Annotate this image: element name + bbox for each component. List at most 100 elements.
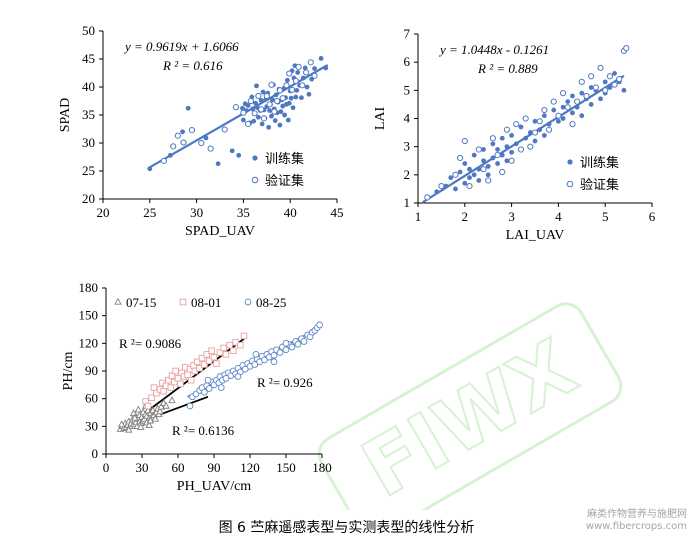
lai-val-point (592, 84, 599, 91)
spad-train-point (203, 135, 209, 141)
ph-r2-07-15: R ²= 0.6136 (172, 423, 235, 438)
lai-y-tick-label: 3 (404, 139, 411, 154)
lai-train-point (513, 141, 519, 147)
ph-08-01-point (213, 360, 220, 367)
spad-train-point (280, 103, 286, 109)
lai-val-point (466, 183, 473, 190)
spad-val-point (268, 81, 275, 88)
ph-legend-08-01-marker (179, 298, 187, 306)
ph-legend-07-15-label: 07-15 (126, 295, 156, 310)
ph-y-tick-label: 60 (85, 391, 98, 406)
lai-train-point (612, 71, 617, 76)
spad-val-point (240, 109, 247, 116)
spad-val-point (160, 157, 167, 165)
lai-equation: y = 1.0448x - 0.1261 (438, 42, 549, 57)
ph-08-25-point (316, 321, 323, 329)
ph-08-25-point (261, 356, 268, 364)
lai-val-point (559, 90, 567, 97)
lai-train-point (532, 138, 538, 144)
ph-chart: 0 30 60 90 120 150 180 0 30 60 90 120 150 180 PH_UAV/… (61, 280, 332, 494)
spad-train-point (215, 161, 221, 167)
spad-y-tick-label: 30 (82, 135, 95, 150)
spad-train-point (185, 105, 191, 111)
spad-y-tick-label: 35 (82, 107, 95, 122)
spad-train-point (288, 95, 294, 101)
lai-axes: 1 2 3 4 5 6 1 2 3 4 5 6 7 (404, 26, 656, 224)
spad-r2: R ² = 0.616 (162, 58, 223, 73)
lai-train-point (476, 178, 482, 183)
spad-val-point (263, 92, 270, 100)
lai-train-point (481, 147, 486, 152)
lai-val-point (489, 135, 496, 142)
lai-legend-train-marker (567, 159, 573, 165)
spad-val-point (266, 101, 273, 108)
ph-x-tick-label: 120 (240, 460, 260, 475)
lai-val-point (424, 194, 431, 201)
ph-08-01-point (167, 384, 175, 391)
spad-train-point (254, 83, 259, 89)
ph-08-01-point (237, 341, 244, 349)
lai-val-point (550, 98, 557, 105)
lai-val-point (574, 98, 581, 105)
lai-val-point (461, 137, 468, 145)
ph-08-01-point (187, 376, 195, 384)
spad-x-axis-title: SPAD_UAV (185, 224, 255, 239)
lai-train-point (551, 107, 557, 113)
lai-val-point (480, 166, 487, 173)
lai-val-point (606, 73, 613, 80)
lai-train-point (443, 183, 449, 189)
ph-08-01-point (240, 332, 248, 340)
spad-val-point (180, 139, 187, 146)
lai-points (424, 44, 630, 201)
spad-train-point (229, 148, 235, 154)
lai-train-point (490, 141, 496, 147)
lai-x-tick-label: 1 (415, 209, 422, 224)
spad-train-point (147, 166, 153, 172)
lai-train-point (495, 147, 500, 152)
ph-x-tick-label: 30 (136, 460, 149, 475)
spad-val-point (307, 59, 314, 66)
ph-07-15-point (117, 420, 126, 428)
lai-val-point (583, 92, 590, 100)
ph-07-15-point (125, 425, 133, 433)
ph-08-25-point (288, 343, 296, 351)
ph-08-01-point (144, 402, 152, 410)
lai-x-tick-label: 3 (508, 209, 515, 224)
lai-train-point (570, 110, 575, 116)
watermark-line1: 麻类作物营养与施肥网 (587, 509, 687, 520)
ph-points (116, 321, 323, 433)
lai-r2: R ² = 0.889 (477, 61, 538, 76)
lai-val-point (485, 177, 492, 184)
spad-x-tick-label: 30 (190, 205, 203, 220)
ph-07-15-point (168, 396, 176, 404)
spad-train-point (300, 75, 306, 81)
lai-val-point (569, 121, 576, 128)
lai-val-point (452, 171, 459, 178)
spad-train-point (282, 112, 287, 118)
ph-08-01-point (172, 367, 179, 375)
ph-08-25-point (294, 340, 302, 348)
ph-legend-08-25-marker (244, 298, 252, 306)
spad-train-point (272, 118, 278, 123)
spad-train-point (266, 124, 272, 130)
ph-legend-07-15-marker (114, 297, 122, 305)
ph-08-01-point (193, 358, 201, 366)
lai-val-point (522, 115, 529, 122)
watermark-line2: www.fibercrops.com (585, 521, 687, 532)
lai-val-point (602, 87, 609, 94)
ph-08-25-point (276, 349, 284, 356)
spad-legend-train-label: 训练集 (265, 151, 304, 167)
lai-train-point (579, 113, 585, 119)
spad-val-point (286, 70, 293, 77)
lai-x-tick-label: 2 (462, 209, 469, 224)
spad-train-point (285, 117, 291, 123)
spad-val-point (188, 127, 196, 134)
ph-08-01-point (222, 351, 230, 358)
lai-val-point (616, 75, 623, 83)
spad-train-point (260, 89, 266, 95)
lai-val-point (494, 152, 501, 159)
lai-train-point (448, 175, 454, 181)
ph-07-15-point (157, 402, 165, 410)
spad-train-point (236, 152, 242, 158)
spad-val-point (198, 139, 205, 147)
